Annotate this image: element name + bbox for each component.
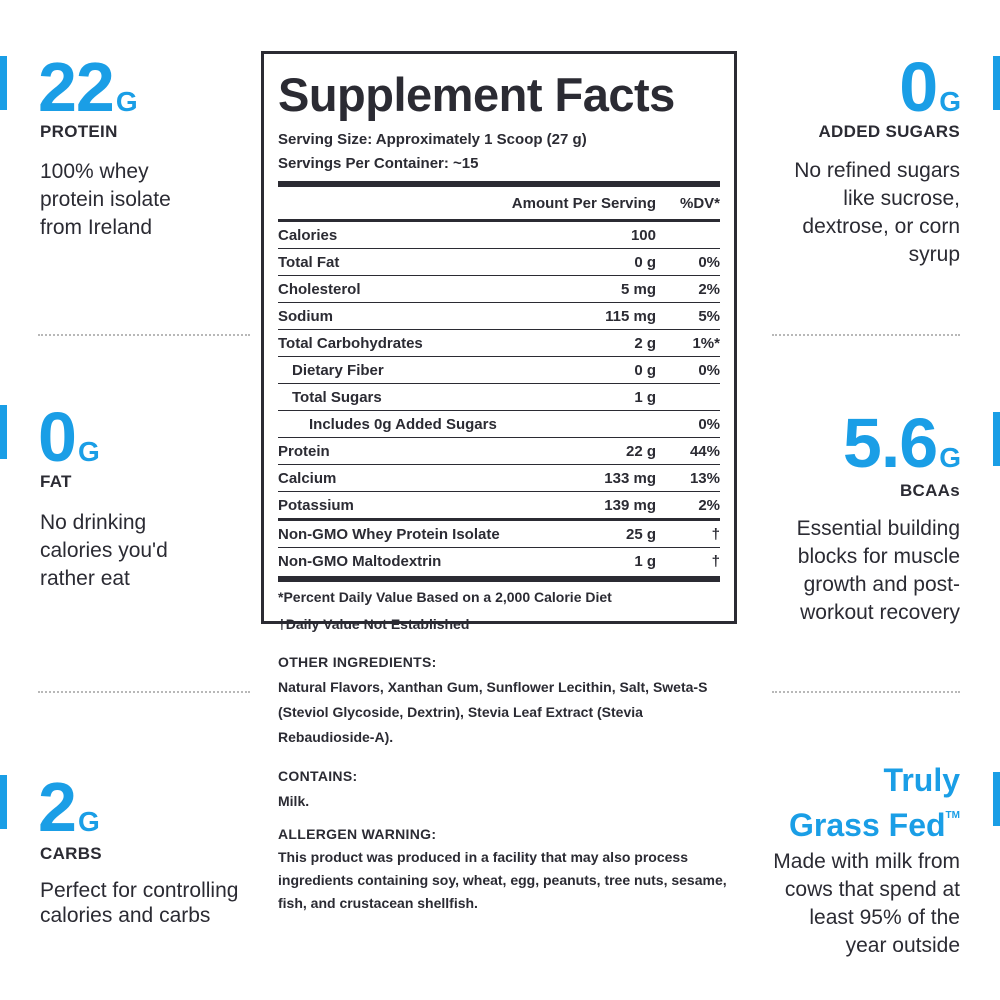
bcaa-stat: 5.6G bbox=[842, 404, 961, 482]
supplement-facts-panel: Supplement Facts Serving Size: Approxima… bbox=[261, 51, 737, 632]
table-row: Calcium 133 mg 13% bbox=[278, 465, 720, 492]
grass-fed-line1: Truly bbox=[883, 762, 960, 798]
grass-fed-line2: Grass FedTM bbox=[789, 807, 960, 843]
table-row: Includes 0g Added Sugars 0% bbox=[278, 411, 720, 438]
carbs-stat: 2G bbox=[38, 768, 100, 846]
divider bbox=[38, 691, 250, 693]
divider bbox=[38, 334, 250, 336]
fat-description: No drinking calories you'd rather eat bbox=[40, 511, 168, 590]
fat-stat: 0G bbox=[38, 398, 100, 476]
contains-text: Milk. bbox=[278, 793, 310, 809]
divider bbox=[772, 334, 960, 336]
accent-bar bbox=[0, 775, 7, 829]
carbs-description: Perfect for controlling calories and car… bbox=[40, 879, 239, 927]
table-row: Non-GMO Whey Protein Isolate 25 g † bbox=[278, 521, 720, 548]
protein-caption: PROTEIN bbox=[40, 122, 118, 141]
bcaa-caption: BCAAs bbox=[899, 481, 960, 500]
bcaa-description: Essential building blocks for muscle gro… bbox=[796, 517, 960, 624]
table-row: Total Carbohydrates 2 g 1%* bbox=[278, 330, 720, 357]
protein-stat: 22G bbox=[38, 48, 138, 126]
table-row: Calories 100 bbox=[278, 222, 720, 249]
column-header: Amount Per Serving %DV* bbox=[278, 187, 720, 219]
serving-size: Serving Size: Approximately 1 Scoop (27 … bbox=[278, 131, 587, 148]
table-row: Sodium 115 mg 5% bbox=[278, 303, 720, 330]
grass-fed-title: Truly Grass FedTM bbox=[789, 762, 960, 843]
thick-rule bbox=[278, 576, 720, 582]
other-ingredients: OTHER INGREDIENTS: Natural Flavors, Xant… bbox=[278, 650, 738, 750]
divider bbox=[772, 691, 960, 693]
allergen-heading: ALLERGEN WARNING: bbox=[278, 826, 437, 842]
percent-dv-footnote: *Percent Daily Value Based on a 2,000 Ca… bbox=[278, 589, 612, 605]
added-sugars-caption: ADDED SUGARS bbox=[818, 122, 960, 141]
contains-section: CONTAINS: Milk. bbox=[278, 764, 738, 814]
accent-bar bbox=[993, 56, 1000, 110]
panel-title: Supplement Facts bbox=[278, 68, 675, 121]
table-row: Non-GMO Maltodextrin 1 g † bbox=[278, 552, 720, 570]
added-sugars-description: No refined sugars like sucrose, dextrose… bbox=[794, 159, 960, 266]
table-row: Dietary Fiber 0 g 0% bbox=[278, 357, 720, 384]
contains-heading: CONTAINS: bbox=[278, 768, 358, 784]
dv-not-established-footnote: †Daily Value Not Established bbox=[278, 616, 470, 632]
table-row: Cholesterol 5 mg 2% bbox=[278, 276, 720, 303]
protein-description: 100% whey protein isolate from Ireland bbox=[40, 160, 171, 239]
accent-bar bbox=[0, 405, 7, 459]
trademark-mark: TM bbox=[945, 810, 960, 821]
dv-header: %DV* bbox=[679, 194, 720, 212]
table-row: Potassium 139 mg 2% bbox=[278, 492, 720, 521]
accent-bar bbox=[993, 772, 1000, 826]
table-row: Protein 22 g 44% bbox=[278, 438, 720, 465]
fat-caption: FAT bbox=[40, 472, 72, 491]
carbs-caption: CARBS bbox=[40, 844, 102, 863]
nutrient-rows: Calories 100 Total Fat 0 g 0% Cholesterol 5 … bbox=[278, 222, 720, 574]
servings-per-container: Servings Per Container: ~15 bbox=[278, 155, 479, 172]
other-ingredients-text: Natural Flavors, Xanthan Gum, Sunflower … bbox=[278, 679, 708, 745]
table-row: Total Fat 0 g 0% bbox=[278, 249, 720, 276]
allergen-section: ALLERGEN WARNING: This product was produ… bbox=[278, 823, 738, 915]
amount-header: Amount Per Serving bbox=[511, 194, 656, 212]
accent-bar bbox=[0, 56, 7, 110]
added-sugars-stat: 0G bbox=[899, 48, 961, 126]
table-row: Total Sugars 1 g bbox=[278, 384, 720, 411]
allergen-text: This product was produced in a facility … bbox=[278, 849, 727, 911]
thick-rule bbox=[278, 181, 720, 187]
accent-bar bbox=[993, 412, 1000, 466]
grass-fed-description: Made with milk from cows that spend at l… bbox=[773, 850, 960, 957]
medium-rule bbox=[278, 219, 720, 222]
other-ingredients-heading: OTHER INGREDIENTS: bbox=[278, 654, 437, 670]
